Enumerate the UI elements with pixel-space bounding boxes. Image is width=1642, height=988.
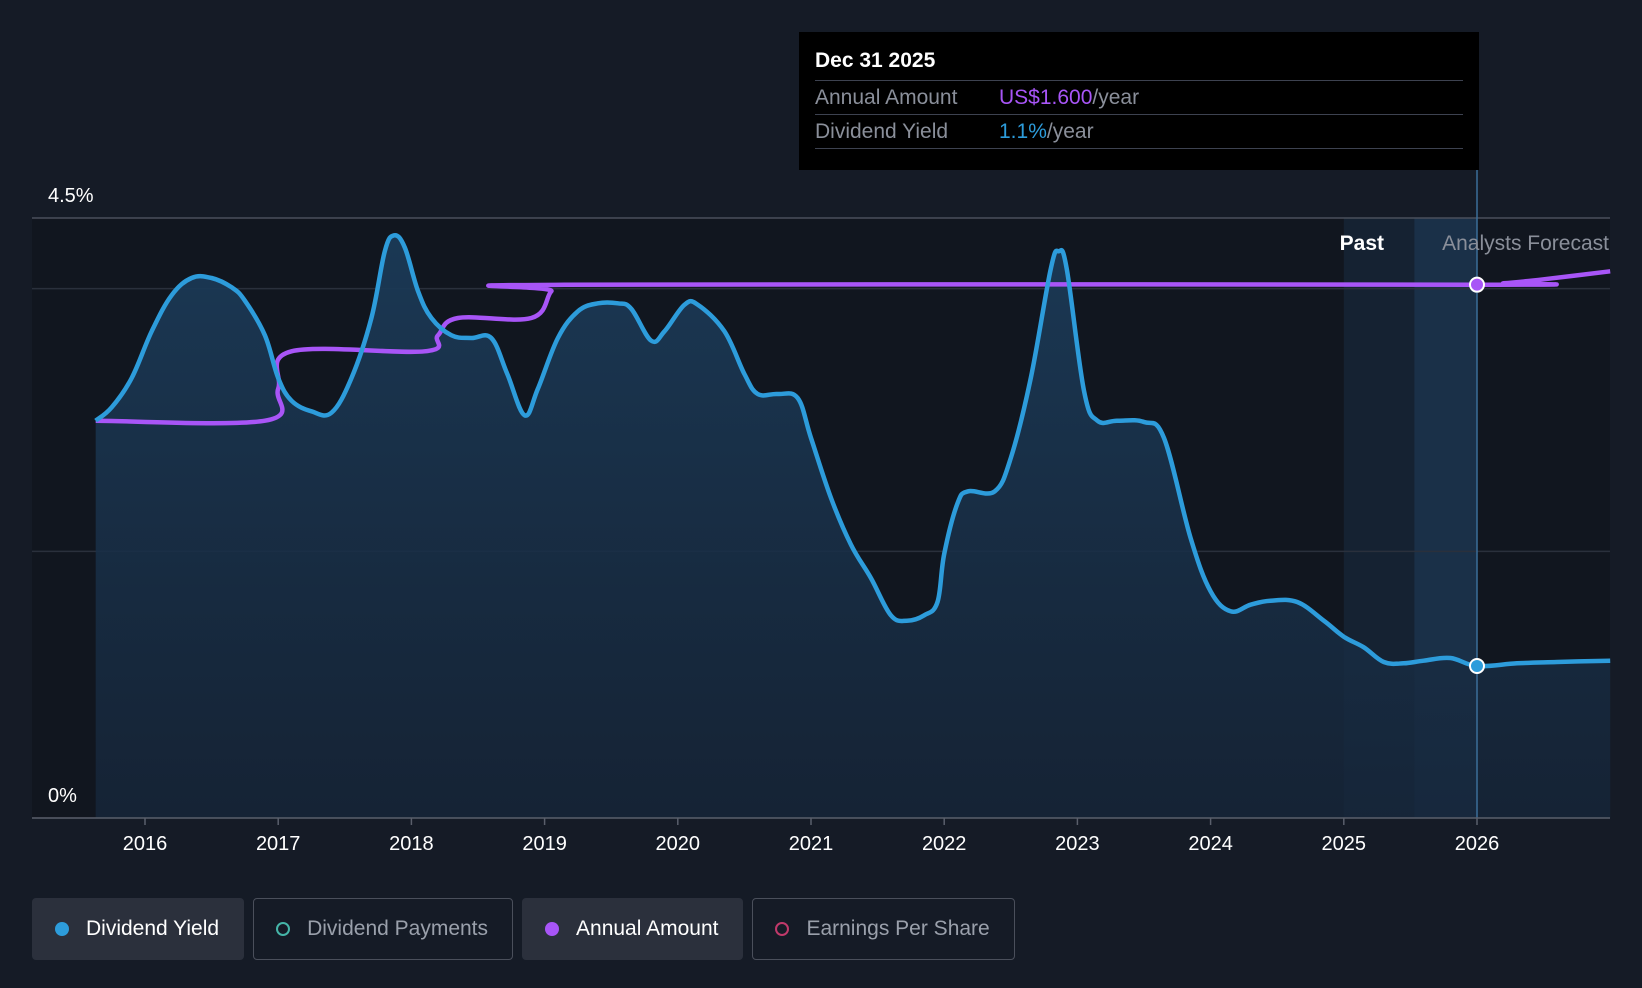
legend-dot-icon bbox=[55, 922, 69, 936]
y-axis-bottom-label: 0% bbox=[48, 785, 77, 807]
tooltip-unit: /year bbox=[1046, 120, 1094, 143]
x-tick-label: 2025 bbox=[1322, 833, 1367, 855]
legend-earnings-per-share-button[interactable]: Earnings Per Share bbox=[752, 898, 1015, 960]
tooltip-label: Annual Amount bbox=[815, 86, 958, 109]
tooltip: Dec 31 2025 Annual Amount US$1.600 /year… bbox=[799, 32, 1479, 170]
legend: Dividend Yield Dividend Payments Annual … bbox=[32, 898, 1024, 960]
tooltip-label: Dividend Yield bbox=[815, 120, 949, 143]
legend-label: Dividend Yield bbox=[86, 917, 220, 940]
x-tick-label: 2018 bbox=[389, 833, 434, 855]
x-tick-label: 2020 bbox=[656, 833, 701, 855]
x-tick-label: 2026 bbox=[1455, 833, 1500, 855]
tooltip-date: Dec 31 2025 bbox=[815, 46, 1463, 81]
legend-dividend-payments-button[interactable]: Dividend Payments bbox=[253, 898, 514, 960]
legend-dot-icon bbox=[775, 922, 790, 936]
tooltip-unit: /year bbox=[1092, 86, 1140, 109]
legend-dot-icon bbox=[276, 922, 291, 936]
past-region-label: Past bbox=[1340, 232, 1384, 255]
legend-label: Dividend Payments bbox=[307, 917, 489, 940]
legend-dividend-yield-button[interactable]: Dividend Yield bbox=[32, 898, 245, 960]
legend-label: Annual Amount bbox=[576, 917, 719, 940]
annual-amount-marker bbox=[1469, 276, 1485, 293]
x-tick-label: 2022 bbox=[922, 833, 967, 855]
legend-dot-icon bbox=[545, 922, 560, 936]
x-tick-label: 2017 bbox=[256, 833, 301, 855]
y-axis-top-label: 4.5% bbox=[48, 185, 94, 207]
x-axis-ticks: 2016 2017 2018 2019 2020 2021 2022 2023 2024 2025… bbox=[123, 818, 1500, 855]
dividend-yield-area bbox=[95, 235, 1611, 819]
x-tick-label: 2019 bbox=[522, 833, 567, 855]
legend-label: Earnings Per Share bbox=[806, 917, 990, 940]
tooltip-value: US$1.600 bbox=[999, 86, 1093, 109]
x-tick-label: 2016 bbox=[123, 833, 168, 855]
tooltip-row-dividend-yield: Dividend Yield 1.1% /year bbox=[815, 115, 1463, 149]
forecast-region-label: Analysts Forecast bbox=[1442, 232, 1609, 255]
tooltip-value: 1.1% bbox=[999, 120, 1047, 143]
x-tick-label: 2024 bbox=[1188, 833, 1233, 855]
x-tick-label: 2021 bbox=[789, 833, 834, 855]
tooltip-row-annual-amount: Annual Amount US$1.600 /year bbox=[815, 81, 1463, 115]
dividend-yield-marker bbox=[1469, 658, 1485, 674]
dividend-yield-line bbox=[94, 232, 1611, 669]
x-tick-label: 2023 bbox=[1055, 833, 1100, 855]
legend-annual-amount-button[interactable]: Annual Amount bbox=[522, 898, 744, 960]
